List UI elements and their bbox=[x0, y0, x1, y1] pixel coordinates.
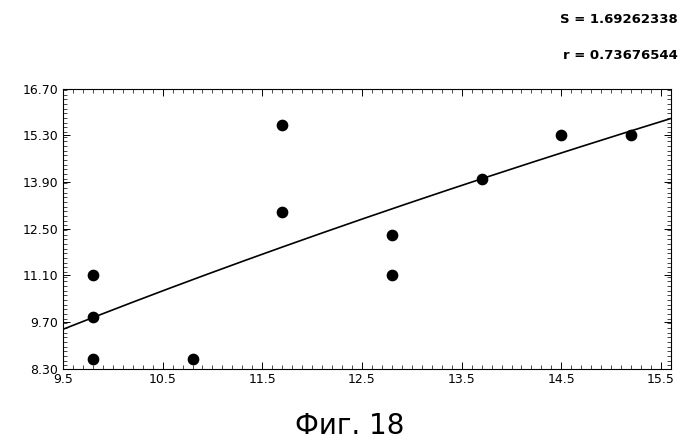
Text: r = 0.73676544: r = 0.73676544 bbox=[563, 49, 678, 62]
Text: S = 1.69262338: S = 1.69262338 bbox=[561, 13, 678, 26]
Point bbox=[87, 313, 99, 321]
Point bbox=[387, 232, 398, 239]
Point bbox=[476, 175, 487, 182]
Point bbox=[87, 272, 99, 279]
Point bbox=[87, 355, 99, 362]
Point bbox=[187, 355, 198, 362]
Point bbox=[277, 208, 288, 215]
Point bbox=[626, 132, 637, 139]
Point bbox=[387, 272, 398, 279]
Point bbox=[556, 132, 567, 139]
Point bbox=[277, 122, 288, 129]
Text: Фиг. 18: Фиг. 18 bbox=[295, 412, 404, 440]
